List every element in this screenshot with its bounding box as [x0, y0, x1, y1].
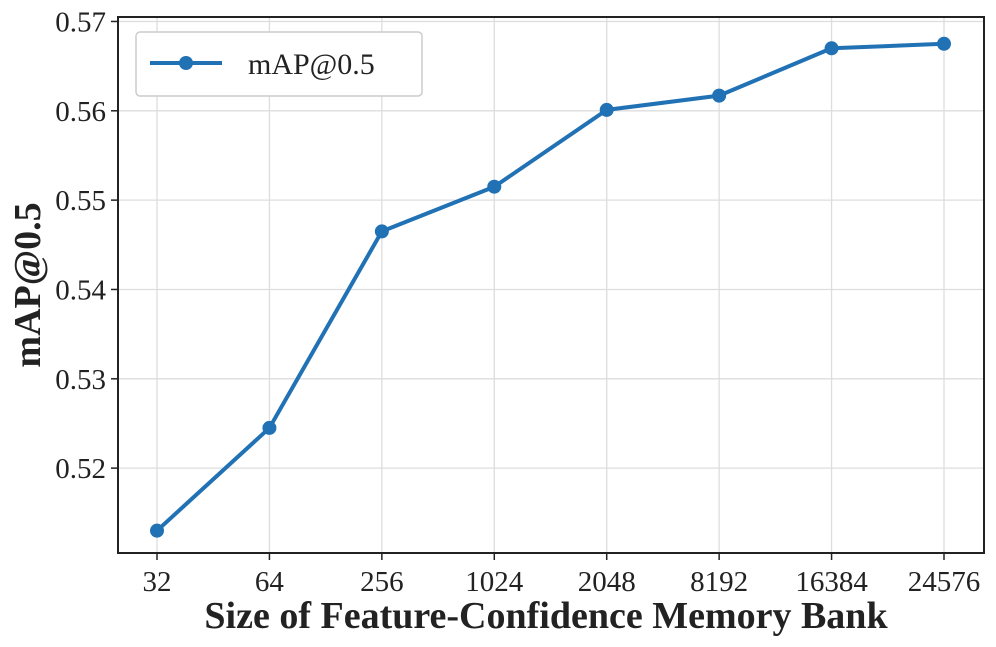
data-point [150, 523, 164, 538]
legend: mAP@0.5 [135, 31, 423, 97]
y-tick-label: 0.54 [55, 274, 106, 306]
legend-marker-swatch [179, 56, 193, 70]
series-line [155, 41, 946, 533]
x-tick-label: 24576 [908, 566, 981, 598]
x-tick-label: 32 [143, 566, 172, 598]
x-axis-title: Size of Feature-Confidence Memory Bank [204, 595, 888, 637]
y-tick-label: 0.52 [55, 453, 106, 485]
y-tick-label: 0.53 [55, 364, 106, 396]
plot-frame [117, 16, 985, 554]
data-point [824, 41, 839, 56]
y-axis-title: mAP@0.5 [7, 202, 49, 367]
data-point [712, 88, 727, 103]
data-point [374, 224, 389, 239]
x-tick-label: 256 [360, 566, 404, 598]
x-tick-label: 8192 [690, 566, 748, 598]
y-tick-label: 0.56 [55, 96, 106, 128]
legend-label: mAP@0.5 [248, 48, 375, 81]
y-axis-ticks: 0.52 0.53 0.54 0.55 0.56 0.57 [55, 6, 118, 485]
data-point [599, 102, 614, 117]
data-point [262, 420, 277, 435]
y-tick-label: 0.57 [55, 6, 106, 38]
grid [118, 17, 984, 553]
x-tick-label: 16384 [795, 566, 868, 598]
x-axis-ticks: 32 64 256 1024 2048 8192 16384 24576 [143, 553, 981, 598]
legend-box [135, 31, 423, 97]
data-point [937, 36, 951, 51]
x-tick-label: 2048 [578, 566, 636, 598]
x-tick-label: 64 [255, 566, 285, 598]
data-point [487, 179, 502, 194]
y-tick-label: 0.55 [55, 185, 106, 217]
x-tick-label: 1024 [465, 566, 524, 598]
series-layer [150, 36, 951, 538]
